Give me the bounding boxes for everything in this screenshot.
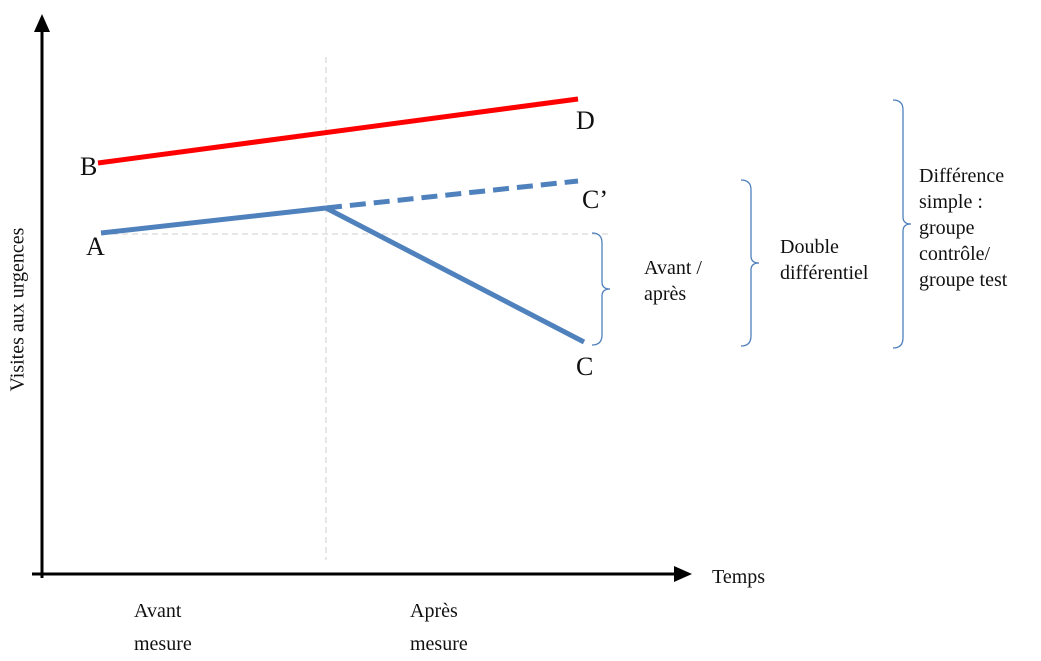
period-before-line1: Avant [134, 600, 182, 622]
avant-apres-annotation: Avant / après [644, 255, 702, 307]
bracket-difference-simple [892, 99, 912, 349]
period-before-line2: mesure [134, 633, 192, 655]
test-group-line-before [100, 205, 327, 236]
counterfactual-dashed-line [325, 178, 579, 211]
point-label-b: B [80, 152, 98, 181]
x-axis-arrow [674, 566, 692, 582]
period-after-label: Après mesure [410, 595, 468, 661]
diagram-canvas [32, 14, 912, 582]
control-group-line [97, 96, 579, 166]
difference-simple-line2: simple : [919, 191, 983, 213]
test-group-line-after [324, 205, 586, 345]
x-axis-label: Temps [712, 566, 766, 588]
avant-apres-line1: Avant / [644, 257, 702, 279]
y-axis-arrow [34, 14, 50, 32]
difference-simple-line5: groupe test [919, 269, 1008, 291]
period-before-label: Avant mesure [134, 595, 192, 661]
difference-simple-line4: contrôle/ [919, 243, 991, 265]
period-after-line2: mesure [410, 633, 468, 655]
point-label-d: D [576, 106, 595, 135]
double-differentiel-line1: Double [780, 236, 839, 258]
difference-simple-line1: Différence [919, 165, 1005, 187]
point-label-c-prime: C’ [582, 185, 608, 214]
point-label-a: A [86, 232, 105, 261]
avant-apres-line2: après [644, 283, 687, 305]
double-differentiel-annotation: Double différentiel [780, 234, 868, 286]
difference-simple-line3: groupe [919, 217, 975, 239]
y-axis-label: Visites aux urgences [6, 227, 29, 392]
bracket-double-differentiel [740, 179, 760, 347]
period-after-line1: Après [410, 600, 458, 622]
bracket-avant-apres [591, 232, 611, 346]
double-differentiel-line2: différentiel [780, 262, 869, 284]
point-label-c: C [576, 352, 594, 381]
difference-simple-annotation: Différence simple : groupe contrôle/ gro… [919, 163, 1007, 293]
